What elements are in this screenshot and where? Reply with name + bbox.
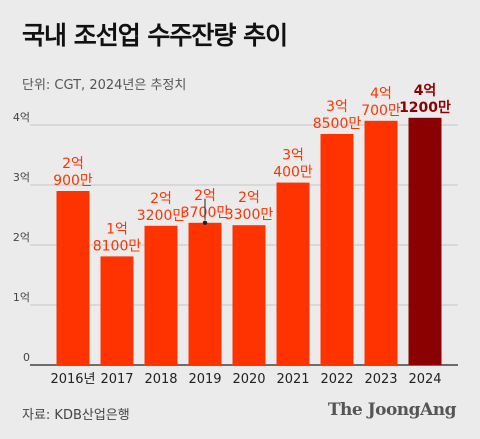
data-label-1-1: 8100만: [93, 238, 142, 254]
data-label-2-1: 3200만: [137, 208, 186, 224]
bar-0: [56, 191, 90, 365]
y-tick-label-4: 4억: [13, 111, 30, 124]
bar-8: [408, 117, 442, 365]
x-tick-label-0: 2016년: [50, 372, 95, 387]
data-label-4-0: 2억: [238, 190, 260, 206]
leader-dot: [202, 220, 208, 225]
data-label-0-0: 2억: [62, 156, 84, 172]
data-label-5-0: 3억: [282, 148, 304, 164]
x-tick-label-1: 2017: [100, 372, 133, 387]
bar-1: [100, 256, 134, 365]
y-tick-label-0: 0: [23, 351, 30, 364]
y-tick-label-1: 1억: [13, 291, 30, 304]
chart-title: 국내 조선업 수주잔량 추이: [22, 21, 288, 50]
x-tick-label-6: 2022: [320, 372, 353, 387]
bar-6: [320, 134, 354, 365]
data-label-6-0: 3억: [326, 99, 348, 115]
data-label-0-1: 900만: [53, 173, 93, 189]
data-label-1-0: 1억: [106, 221, 128, 237]
x-tick-label-2: 2018: [144, 372, 177, 387]
bar-4: [232, 225, 266, 365]
data-label-7-1: 700만: [361, 103, 401, 119]
unit-note: 단위: CGT, 2024년은 추정치: [22, 78, 187, 93]
brand-logo: The JoongAng: [327, 400, 457, 420]
data-label-7-0: 4억: [370, 86, 392, 102]
data-label-8-1: 1200만: [399, 100, 451, 116]
x-tick-label-8: 2024: [408, 372, 441, 387]
bar-2: [144, 225, 178, 365]
data-label-2-0: 2억: [150, 191, 172, 207]
data-label-5-1: 400만: [273, 165, 313, 181]
x-tick-label-4: 2020: [232, 372, 265, 387]
bar-7: [364, 120, 398, 365]
x-tick-label-5: 2021: [276, 372, 309, 387]
x-tick-label-7: 2023: [364, 372, 397, 387]
bar-3: [188, 222, 222, 365]
data-label-4-1: 3300만: [225, 207, 274, 223]
y-tick-label-3: 3억: [13, 171, 30, 184]
data-label-8-0: 4억: [414, 83, 437, 99]
x-tick-label-3: 2019: [188, 372, 221, 387]
y-tick-label-2: 2억: [13, 231, 30, 244]
data-label-3-0: 2억: [194, 188, 216, 204]
bar-5: [276, 182, 310, 365]
source-note: 자료: KDB산업은행: [22, 408, 130, 423]
data-label-6-1: 8500만: [313, 116, 362, 132]
